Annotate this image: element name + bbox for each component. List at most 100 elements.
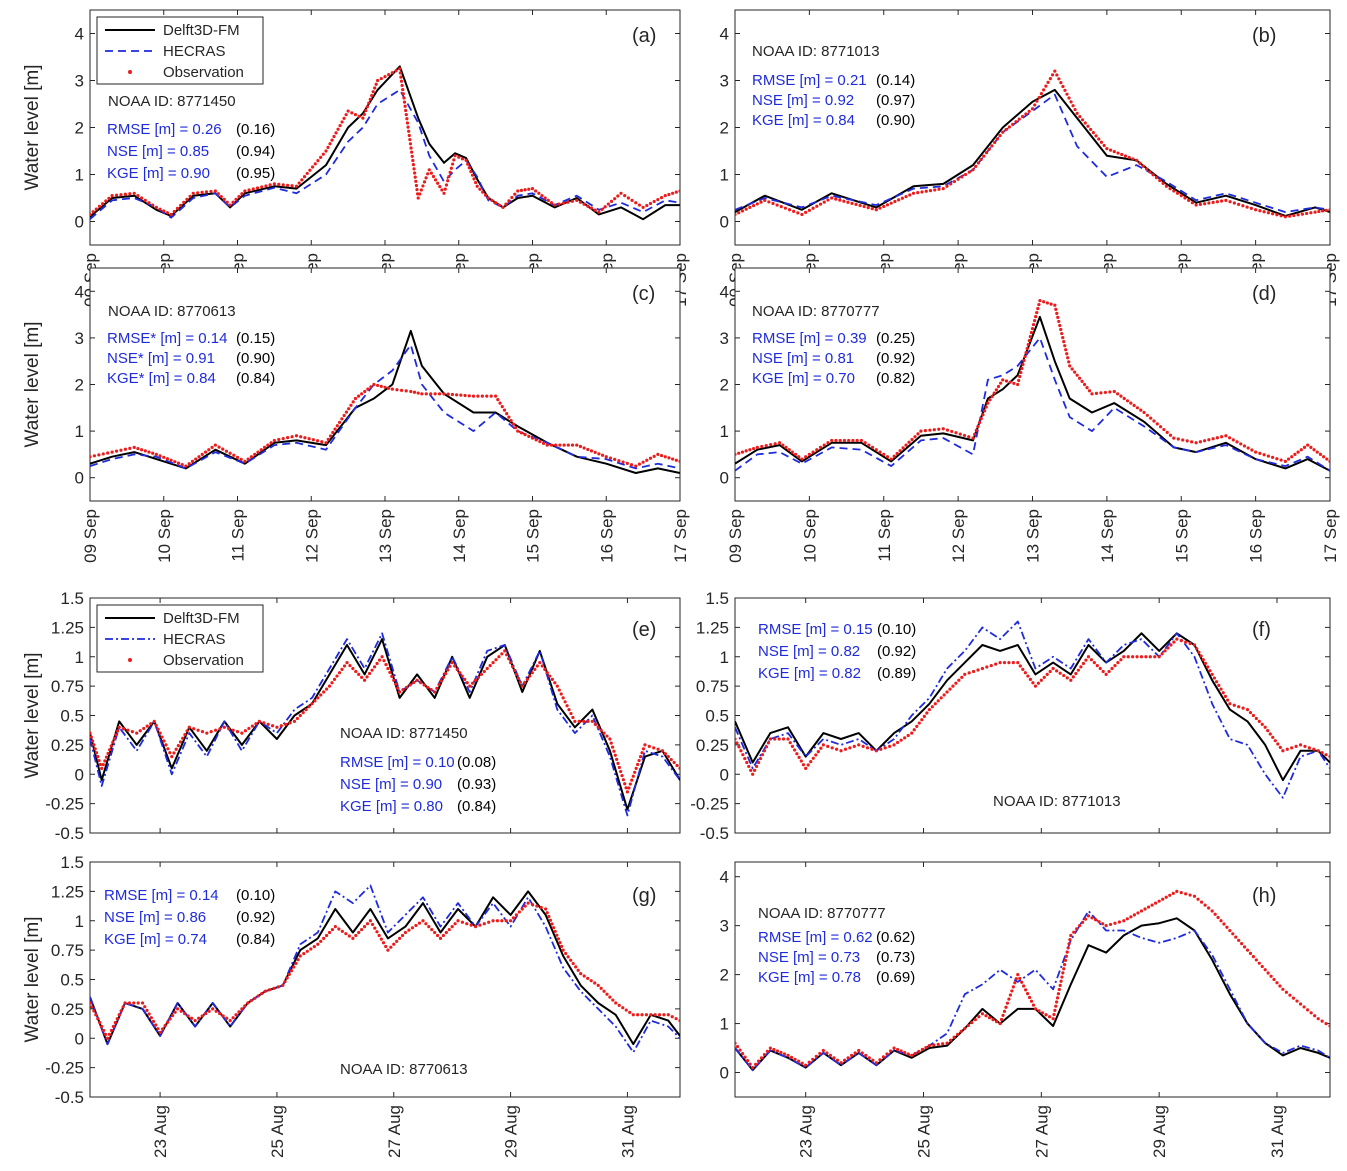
observation-point — [390, 674, 394, 678]
observation-point — [641, 747, 646, 751]
observation-point — [418, 192, 422, 196]
observation-point — [101, 202, 105, 206]
metric-label: RMSE [m] = 0.14 — [104, 887, 219, 904]
observation-point — [370, 922, 375, 927]
metric-label: RMSE [m] = 0.62 — [758, 929, 873, 946]
observation-point — [409, 389, 413, 394]
observation-point — [974, 164, 978, 168]
observation-point — [501, 205, 505, 209]
observation-point — [272, 182, 276, 186]
observation-point — [656, 197, 660, 202]
observation-point — [246, 457, 250, 461]
y-tick-label: 0.5 — [60, 971, 84, 990]
observation-point — [224, 449, 229, 453]
observation-point — [1316, 1017, 1320, 1021]
observation-point — [637, 203, 642, 207]
observation-point — [804, 766, 808, 770]
plot-area — [90, 884, 680, 1054]
observation-point — [399, 388, 404, 392]
observation-point — [1146, 905, 1151, 909]
observation-point — [911, 191, 916, 195]
observation-point — [183, 1011, 187, 1016]
observation-point — [158, 731, 162, 735]
observation-point — [345, 661, 349, 665]
observation-point — [135, 731, 139, 735]
observation-point — [1155, 422, 1159, 426]
observation-point — [489, 394, 493, 398]
observation-point — [748, 205, 752, 209]
observation-point — [755, 202, 759, 206]
observation-point — [333, 427, 337, 431]
observation-point — [525, 677, 529, 682]
metric-label: KGE [m] = 0.90 — [107, 165, 210, 182]
metric-paren: (0.14) — [876, 72, 915, 89]
observation-point — [558, 941, 562, 945]
observation-point — [1020, 366, 1024, 371]
x-tick-label: 13 Sep — [376, 509, 395, 563]
observation-point — [1172, 640, 1176, 644]
observation-point — [991, 1018, 995, 1022]
observation-point — [243, 459, 247, 463]
observation-point — [410, 154, 414, 158]
observation-point — [114, 449, 119, 453]
observation-point — [954, 431, 958, 435]
observation-point — [775, 1049, 780, 1053]
observation-point — [615, 757, 619, 761]
observation-point — [1283, 459, 1287, 463]
observation-point — [1273, 739, 1277, 743]
observation-point — [1119, 658, 1123, 662]
observation-point — [316, 159, 320, 163]
observation-point — [268, 988, 272, 992]
observation-point — [1065, 92, 1069, 96]
observation-point — [546, 198, 550, 202]
observation-point — [353, 112, 358, 117]
observation-point — [1320, 209, 1325, 213]
observation-point — [878, 1058, 882, 1062]
observation-point — [372, 382, 376, 387]
observation-point — [771, 201, 775, 206]
observation-point — [939, 696, 943, 700]
metric-paren: (0.84) — [236, 370, 275, 387]
observation-point — [634, 201, 638, 205]
observation-point — [299, 435, 303, 439]
observation-point — [797, 455, 801, 459]
observation-point — [1234, 935, 1238, 939]
metric-label: NSE [m] = 0.81 — [752, 350, 854, 367]
observation-point — [219, 194, 223, 199]
observation-point — [213, 443, 217, 447]
observation-point — [1064, 348, 1068, 352]
plot-frame — [734, 597, 1331, 834]
observation-point — [1192, 643, 1197, 647]
observation-point — [967, 435, 971, 439]
observation-point — [535, 904, 539, 908]
observation-point — [165, 211, 170, 215]
observation-point — [1036, 681, 1040, 685]
observation-point — [218, 727, 222, 731]
observation-point — [913, 435, 917, 439]
observation-point — [370, 93, 374, 98]
legend-label: Observation — [163, 652, 244, 669]
observation-point — [788, 741, 792, 745]
observation-point — [1025, 346, 1029, 351]
observation-point — [1065, 676, 1069, 680]
observation-point — [197, 1016, 201, 1020]
observation-point — [1025, 992, 1030, 996]
observation-point — [1219, 687, 1223, 691]
observation-point — [270, 724, 275, 728]
observation-point — [169, 458, 173, 462]
observation-point — [494, 394, 498, 398]
observation-point — [540, 664, 544, 668]
metric-paren: (0.97) — [876, 92, 915, 109]
observation-point — [850, 1053, 854, 1057]
observation-point — [1020, 114, 1025, 119]
observation-point — [530, 187, 535, 191]
observation-point — [1168, 433, 1173, 437]
observation-point — [163, 1024, 167, 1028]
observation-point — [513, 192, 517, 196]
observation-point — [613, 197, 617, 201]
observation-point — [1086, 914, 1091, 918]
observation-point — [90, 735, 93, 739]
metric-paren: (0.25) — [876, 330, 915, 347]
y-tick-label: 1.5 — [60, 589, 84, 608]
observation-point — [1016, 973, 1020, 977]
